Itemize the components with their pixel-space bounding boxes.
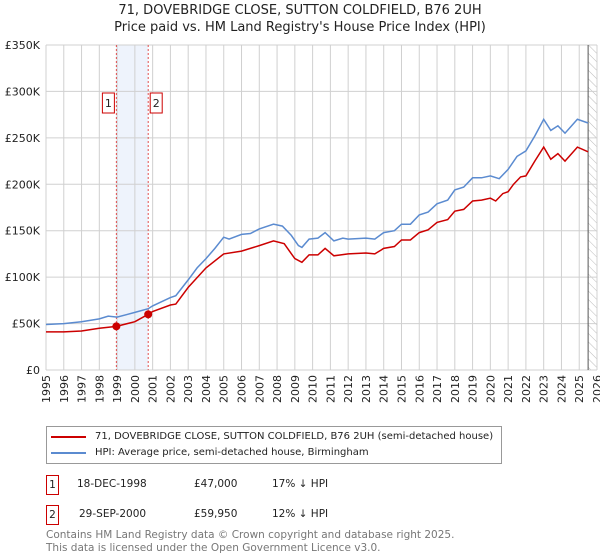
hpi-line xyxy=(45,117,589,326)
legend-blue-line xyxy=(51,452,86,454)
chart-subtitle: Price paid vs. HM Land Registry's House … xyxy=(114,20,486,35)
x-tick-label: 2016 xyxy=(413,375,426,403)
transaction-hpi: 17% ↓ HPI xyxy=(272,478,329,490)
x-tick-label: 2004 xyxy=(200,375,213,403)
transaction-date: 29-SEP-2000 xyxy=(79,508,147,520)
y-tick-label: £50K xyxy=(12,318,41,331)
transaction-price: £47,000 xyxy=(194,478,238,490)
footer-line-2: This data is licensed under the Open Gov… xyxy=(46,542,381,554)
legend-hpi: HPI: Average price, semi-detached house,… xyxy=(95,447,369,458)
legend-red-line xyxy=(51,436,86,438)
price-chart: 1995 1996 1997 1998 1999 2000 2001 2002 2003 2004… xyxy=(5,39,600,403)
x-tick-label: 2025 xyxy=(573,375,586,403)
sale-label-box xyxy=(149,92,163,114)
x-tick-label: 2001 xyxy=(147,375,160,403)
x-tick-label: 2017 xyxy=(431,375,444,403)
transaction-marker: 2 xyxy=(46,505,59,525)
transaction-date: 18-DEC-1998 xyxy=(77,478,147,490)
y-tick-label: £250K xyxy=(5,132,41,145)
x-tick-label: 2022 xyxy=(520,375,533,403)
x-tick-label: 1997 xyxy=(76,375,89,403)
transaction-marker: 1 xyxy=(46,475,59,495)
footer: Contains HM Land Registry data © Crown c… xyxy=(46,529,454,555)
y-tick-label: £350K xyxy=(5,39,41,52)
y-tick-label: £150K xyxy=(5,225,41,238)
sale-point xyxy=(144,310,153,319)
x-tick-label: 2024 xyxy=(555,375,568,403)
x-tick-label: 2011 xyxy=(324,375,337,403)
y-tick-label: £300K xyxy=(5,85,41,98)
transaction-price: £59,950 xyxy=(194,508,238,520)
x-tick-label: 2026 xyxy=(591,375,600,403)
y-tick-label: £100K xyxy=(5,271,41,284)
x-tick-label: 2003 xyxy=(182,375,195,403)
sale-period-shading xyxy=(116,45,149,370)
x-tick-label: 2005 xyxy=(218,375,231,403)
x-tick-label: 2023 xyxy=(538,375,551,403)
x-tick-label: 1995 xyxy=(40,375,53,403)
x-tick-label: 2010 xyxy=(307,375,320,403)
x-tick-label: 2009 xyxy=(289,375,302,403)
legend: 71, DOVEBRIDGE CLOSE, SUTTON COLDFIELD, … xyxy=(46,426,503,464)
x-tick-label: 2008 xyxy=(271,375,284,403)
x-tick-label: 2007 xyxy=(253,375,266,403)
sale-label: 2 xyxy=(153,97,160,110)
x-tick-label: 2021 xyxy=(502,375,515,403)
x-tick-label: 2012 xyxy=(342,375,355,403)
chart-title: 71, DOVEBRIDGE CLOSE, SUTTON COLDFIELD, … xyxy=(118,3,482,18)
x-tick-label: 2014 xyxy=(378,375,391,403)
x-tick-label: 2006 xyxy=(236,375,249,403)
x-tick-label: 1999 xyxy=(111,375,124,403)
x-tick-label: 2020 xyxy=(484,375,497,403)
x-tick-label: 2000 xyxy=(129,375,142,403)
x-tick-label: 1996 xyxy=(58,375,71,403)
forecast-hatch xyxy=(588,45,597,370)
property-price-line xyxy=(46,145,589,333)
x-tick-label: 2019 xyxy=(467,375,480,403)
sale-label-box xyxy=(101,92,115,114)
footer-line-1: Contains HM Land Registry data © Crown c… xyxy=(46,529,455,541)
transaction-row: 1 18-DEC-1998 £47,000 17% ↓ HPI xyxy=(46,475,446,495)
x-tick-label: 2002 xyxy=(164,375,177,403)
x-tick-label: 2013 xyxy=(360,375,373,403)
sale-point xyxy=(112,322,121,331)
y-tick-label: £200K xyxy=(5,178,41,191)
x-tick-label: 1998 xyxy=(93,375,106,403)
x-tick-label: 2015 xyxy=(395,375,408,403)
legend-property: 71, DOVEBRIDGE CLOSE, SUTTON COLDFIELD, … xyxy=(95,431,494,442)
sale-label: 1 xyxy=(105,97,112,110)
transaction-hpi: 12% ↓ HPI xyxy=(272,508,329,520)
x-tick-label: 2018 xyxy=(449,375,462,403)
transaction-row: 2 29-SEP-2000 £59,950 12% ↓ HPI xyxy=(46,505,446,525)
y-tick-label: £0 xyxy=(26,364,40,377)
